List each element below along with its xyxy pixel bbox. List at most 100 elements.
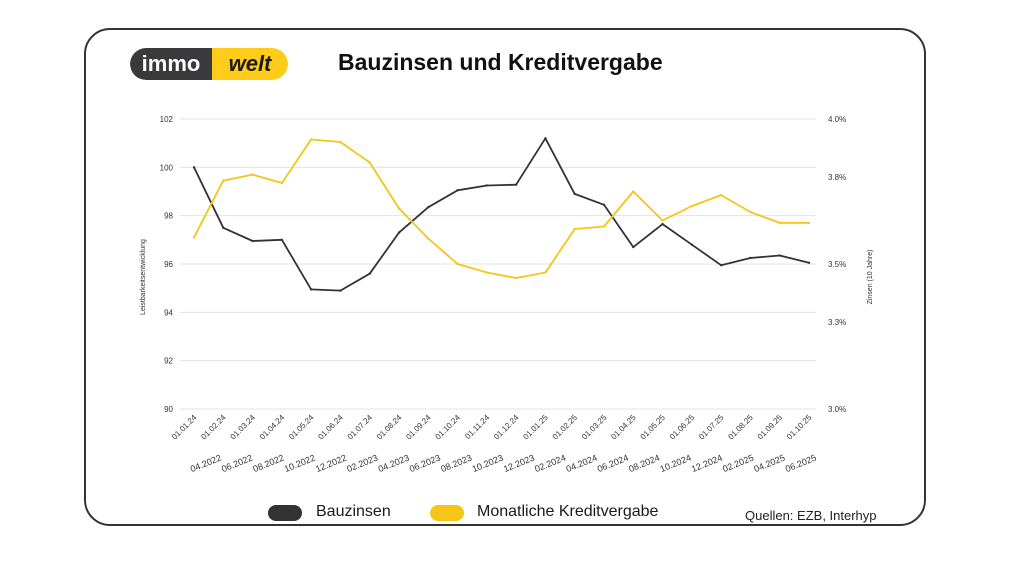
y-tick-right: 3.8% (828, 173, 846, 182)
data-point-bauzinsen (427, 206, 430, 209)
data-point-kreditvergabe (280, 181, 284, 185)
x-tick-lower: 12.2023 (502, 453, 536, 474)
y-tick-right: 3.3% (828, 318, 846, 327)
data-point-kreditvergabe (427, 237, 430, 240)
x-tick-lower: 04.2022 (189, 453, 223, 474)
x-tick-upper: 01.09.25 (756, 413, 785, 442)
data-point-kreditvergabe (485, 271, 489, 274)
data-point-bauzinsen (309, 288, 313, 291)
data-point-bauzinsen (251, 239, 254, 243)
data-point-kreditvergabe (602, 225, 606, 228)
legend-label-kreditvergabe: Monatliche Kreditvergabe (477, 503, 659, 520)
data-point-bauzinsen (456, 189, 459, 192)
data-point-kreditvergabe (690, 204, 694, 208)
series-line-bauzinsen (193, 137, 810, 292)
y-tick-left: 94 (164, 308, 173, 317)
data-point-bauzinsen (339, 289, 342, 292)
y-tick-right: 3.5% (828, 260, 846, 269)
x-tick-upper: 01.07.25 (697, 413, 726, 442)
x-tick-lower: 08.2024 (627, 453, 661, 474)
data-point-kreditvergabe (778, 221, 781, 225)
data-point-kreditvergabe (514, 276, 518, 280)
x-tick-upper: 01.02.25 (551, 413, 580, 442)
legend-swatch-bauzinsen (268, 505, 302, 521)
x-tick-upper: 01.03.25 (580, 413, 609, 442)
y-tick-left: 100 (160, 163, 174, 172)
data-point-bauzinsen (368, 272, 371, 275)
y-axis-title-right: Zinsen (10 Jahre) (867, 250, 874, 305)
data-point-kreditvergabe (251, 173, 254, 176)
data-point-bauzinsen (749, 256, 752, 260)
data-point-bauzinsen (719, 264, 723, 267)
data-point-bauzinsen (690, 243, 694, 246)
x-tick-lower: 02.2025 (721, 453, 755, 474)
y-tick-right: 3.0% (828, 405, 846, 414)
data-point-kreditvergabe (719, 193, 723, 197)
data-point-bauzinsen (397, 231, 401, 234)
data-point-kreditvergabe (807, 221, 811, 225)
x-tick-upper: 01.01.25 (521, 413, 550, 442)
x-tick-upper: 01.05.24 (287, 413, 316, 442)
data-point-bauzinsen (602, 203, 606, 206)
data-point-bauzinsen (778, 254, 781, 257)
x-tick-lower: 10.2023 (471, 453, 505, 474)
data-point-kreditvergabe (222, 179, 225, 182)
y-tick-left: 102 (160, 115, 174, 124)
x-tick-upper: 01.02.24 (199, 413, 228, 442)
x-tick-upper: 01.08.25 (726, 413, 755, 442)
x-tick-upper: 01.03.24 (229, 413, 258, 442)
x-tick-upper: 01.12.24 (492, 413, 521, 442)
x-tick-lower: 12.2024 (690, 453, 724, 474)
logo-right-text: welt (212, 48, 288, 80)
y-axis-title-left: Leistbarkeitsentwicklung (140, 239, 147, 315)
data-point-kreditvergabe (309, 138, 313, 141)
x-tick-lower: 06.2022 (220, 453, 254, 474)
data-point-bauzinsen (573, 192, 576, 196)
data-point-bauzinsen (544, 137, 547, 140)
y-tick-left: 96 (164, 260, 173, 269)
data-point-kreditvergabe (573, 227, 576, 231)
x-tick-lower: 08.2023 (439, 453, 473, 474)
x-tick-lower: 04.2025 (753, 453, 787, 474)
y-tick-left: 98 (164, 212, 173, 221)
x-tick-upper: 01.06.25 (668, 413, 697, 442)
x-tick-lower: 12.2022 (314, 453, 348, 474)
data-point-bauzinsen (632, 245, 635, 249)
x-tick-upper: 01.10.25 (785, 413, 814, 442)
data-point-kreditvergabe (368, 161, 371, 164)
data-point-kreditvergabe (456, 262, 459, 266)
data-point-kreditvergabe (339, 140, 342, 144)
x-tick-upper: 01.10.24 (434, 413, 463, 442)
x-tick-lower: 04.2023 (377, 453, 411, 474)
source-note: Quellen: EZB, Interhyp (745, 508, 877, 523)
x-tick-lower: 10.2024 (659, 453, 693, 474)
x-tick-lower: 06.2024 (596, 453, 630, 474)
immowelt-logo: immo welt (130, 48, 288, 80)
data-point-bauzinsen (192, 166, 196, 169)
x-tick-upper: 01.11.24 (463, 413, 491, 441)
x-tick-upper: 01.01.24 (170, 413, 199, 442)
x-tick-lower: 02.2023 (345, 453, 379, 474)
y-tick-left: 90 (164, 405, 173, 414)
x-tick-upper: 01.06.24 (316, 413, 345, 442)
x-tick-lower: 06.2025 (784, 453, 818, 474)
x-tick-lower: 02.2024 (533, 453, 567, 474)
chart-title: Bauzinsen und Kreditvergabe (338, 49, 663, 75)
data-point-kreditvergabe (397, 207, 401, 210)
data-point-kreditvergabe (632, 190, 635, 193)
legend-label-bauzinsen: Bauzinsen (316, 503, 391, 520)
y-tick-left: 92 (164, 357, 173, 366)
x-tick-upper: 01.08.24 (375, 413, 404, 442)
x-tick-upper: 01.09.24 (404, 413, 433, 442)
data-point-kreditvergabe (749, 210, 752, 214)
data-point-bauzinsen (807, 261, 811, 264)
x-tick-lower: 10.2022 (283, 453, 317, 474)
data-point-kreditvergabe (544, 271, 547, 274)
logo-left-text: immo (130, 48, 212, 80)
x-tick-upper: 01.04.25 (609, 413, 638, 442)
data-point-bauzinsen (222, 226, 225, 229)
x-tick-upper: 01.07.24 (346, 413, 375, 442)
data-point-bauzinsen (661, 222, 664, 226)
series-line-kreditvergabe (193, 138, 810, 279)
